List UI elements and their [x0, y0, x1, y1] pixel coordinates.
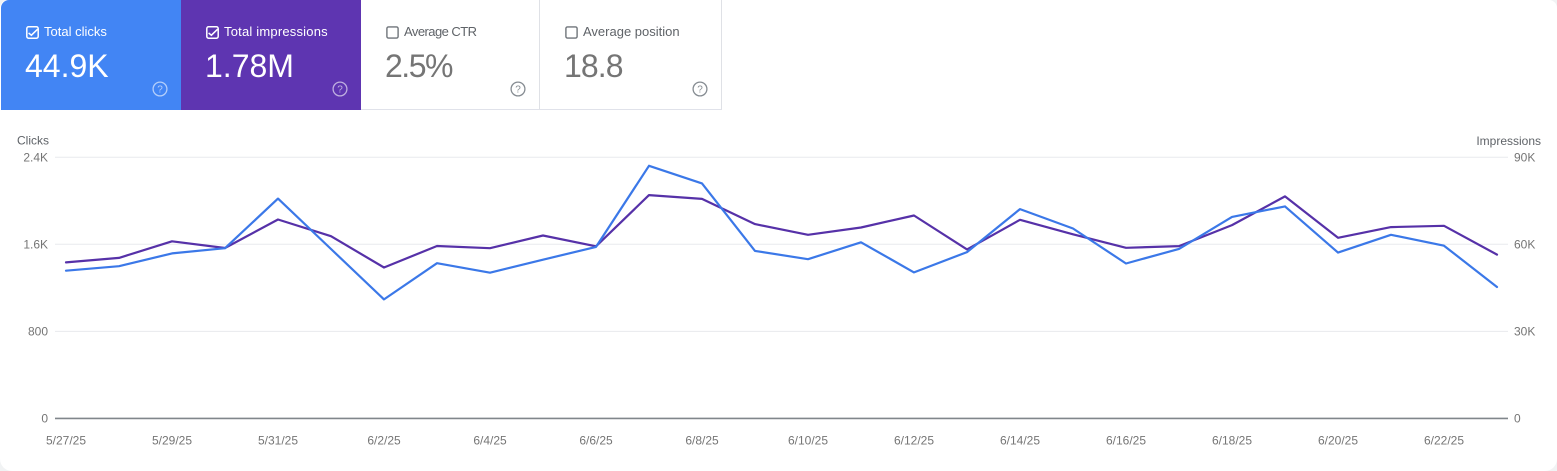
svg-text:90K: 90K	[1514, 151, 1535, 165]
svg-text:2.4K: 2.4K	[23, 151, 48, 165]
svg-text:?: ?	[515, 85, 521, 96]
svg-text:60K: 60K	[1514, 238, 1535, 252]
svg-text:6/14/25: 6/14/25	[1000, 434, 1040, 448]
svg-text:Impressions: Impressions	[1476, 134, 1541, 148]
svg-text:6/8/25: 6/8/25	[685, 434, 719, 448]
svg-text:6/22/25: 6/22/25	[1424, 434, 1464, 448]
svg-text:6/18/25: 6/18/25	[1212, 434, 1252, 448]
svg-text:6/2/25: 6/2/25	[367, 434, 401, 448]
svg-text:6/20/25: 6/20/25	[1318, 434, 1358, 448]
svg-text:6/12/25: 6/12/25	[894, 434, 934, 448]
svg-text:6/10/25: 6/10/25	[788, 434, 828, 448]
svg-text:0: 0	[41, 412, 48, 426]
svg-text:?: ?	[337, 85, 343, 96]
svg-text:5/29/25: 5/29/25	[152, 434, 192, 448]
svg-text:?: ?	[157, 85, 163, 96]
svg-text:5/27/25: 5/27/25	[46, 434, 86, 448]
svg-text:5/31/25: 5/31/25	[258, 434, 298, 448]
svg-text:1.6K: 1.6K	[23, 238, 48, 252]
svg-text:6/6/25: 6/6/25	[579, 434, 613, 448]
svg-text:6/4/25: 6/4/25	[473, 434, 507, 448]
svg-text:6/16/25: 6/16/25	[1106, 434, 1146, 448]
svg-text:?: ?	[697, 85, 703, 96]
svg-text:30K: 30K	[1514, 325, 1535, 339]
svg-text:800: 800	[28, 325, 48, 339]
svg-text:Clicks: Clicks	[17, 134, 49, 148]
svg-text:0: 0	[1514, 412, 1521, 426]
